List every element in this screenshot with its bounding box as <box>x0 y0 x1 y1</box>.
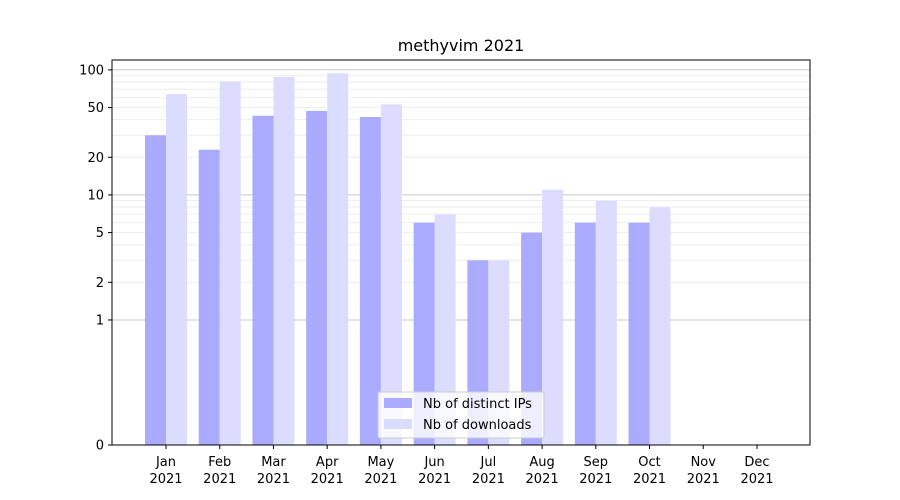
bar-downloads <box>166 94 187 446</box>
x-tick-label-year: 2021 <box>526 472 559 487</box>
bar-distinct-ips <box>413 222 435 445</box>
bar-downloads <box>595 200 617 445</box>
x-tick-label-month: Sep <box>584 455 609 470</box>
legend-label-ips: Nb of distinct IPs <box>423 397 532 412</box>
x-tick-label-year: 2021 <box>203 472 236 487</box>
y-tick-label: 5 <box>96 226 104 241</box>
x-tick-label-year: 2021 <box>633 472 666 487</box>
y-tick-label: 20 <box>87 151 104 166</box>
x-tick-label-month: Oct <box>638 455 660 470</box>
x-tick-label-year: 2021 <box>418 472 451 487</box>
x-tick-label-month: Jul <box>480 455 497 470</box>
bar-distinct-ips <box>574 222 596 445</box>
x-tick-label-year: 2021 <box>687 472 720 487</box>
legend-swatch-downloads <box>384 419 412 429</box>
x-tick-label-month: Dec <box>744 455 769 470</box>
bar-distinct-ips <box>198 149 220 446</box>
y-tick-label: 10 <box>87 188 104 203</box>
x-tick-label-month: Mar <box>261 455 286 470</box>
y-tick-label: 50 <box>87 101 104 116</box>
x-tick-label-year: 2021 <box>579 472 612 487</box>
chart-title: methyvim 2021 <box>398 36 525 55</box>
bars-layer <box>145 73 671 446</box>
y-tick-label: 0 <box>96 439 104 454</box>
x-tick-label-month: Nov <box>691 455 717 470</box>
bar-downloads <box>327 73 349 446</box>
bar-downloads <box>219 81 241 445</box>
bar-distinct-ips <box>359 117 381 445</box>
bar-distinct-ips <box>306 110 328 445</box>
y-axis: 0 1 2 5 10 20 50 100 <box>79 63 112 454</box>
bar-distinct-ips <box>252 115 274 445</box>
x-tick-label-year: 2021 <box>257 472 290 487</box>
legend-swatch-ips <box>384 398 412 408</box>
bar-downloads <box>649 207 671 445</box>
bar-downloads <box>542 189 564 445</box>
x-tick-label-month: Jun <box>423 455 444 470</box>
x-tick-label-month: Feb <box>208 455 231 470</box>
plot-frame <box>111 59 811 446</box>
x-tick-label-year: 2021 <box>149 472 182 487</box>
x-tick-label-year: 2021 <box>364 472 397 487</box>
x-axis: Jan 2021 Feb 2021 Mar 2021 Apr 2021 May 2021 Jun 20… <box>149 445 774 487</box>
x-tick-label-year: 2021 <box>311 472 344 487</box>
x-tick-label-month: May <box>367 455 394 470</box>
bar-downloads <box>273 76 295 445</box>
y-tick-label: 1 <box>96 313 104 328</box>
bar-distinct-ips <box>145 135 166 445</box>
x-tick-label-year: 2021 <box>740 472 773 487</box>
bar-downloads <box>434 214 456 445</box>
legend-label-downloads: Nb of downloads <box>423 418 532 433</box>
x-tick-label-month: Jan <box>155 455 176 470</box>
x-tick-label-month: Apr <box>316 455 339 470</box>
x-tick-label-year: 2021 <box>472 472 505 487</box>
legend: Nb of distinct IPs Nb of downloads <box>377 391 545 439</box>
bar-distinct-ips <box>628 222 650 445</box>
x-tick-label-month: Aug <box>529 455 554 470</box>
y-tick-label: 2 <box>96 276 104 291</box>
y-tick-label: 100 <box>79 63 104 78</box>
bar-downloads <box>380 104 402 445</box>
legend-frame <box>377 391 545 439</box>
